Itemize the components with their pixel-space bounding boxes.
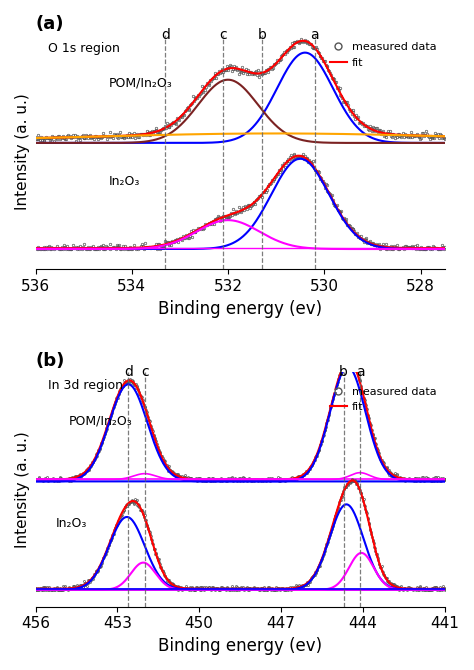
Text: POM/In₂O₃: POM/In₂O₃ bbox=[68, 414, 132, 427]
Y-axis label: Intensity (a. u.): Intensity (a. u.) bbox=[15, 431, 30, 547]
Text: b: b bbox=[257, 27, 266, 42]
Text: c: c bbox=[219, 27, 227, 42]
Text: b: b bbox=[339, 365, 348, 379]
Text: In₂O₃: In₂O₃ bbox=[109, 176, 141, 188]
Text: POM/In₂O₃: POM/In₂O₃ bbox=[109, 77, 173, 90]
Text: c: c bbox=[141, 365, 148, 379]
Text: d: d bbox=[161, 27, 170, 42]
Text: In 3d region: In 3d region bbox=[48, 379, 123, 392]
Text: a: a bbox=[356, 365, 365, 379]
Legend: measured data, fit: measured data, fit bbox=[328, 385, 439, 415]
Text: O 1s region: O 1s region bbox=[48, 42, 120, 54]
Y-axis label: Intensity (a. u.): Intensity (a. u.) bbox=[15, 94, 30, 210]
X-axis label: Binding energy (ev): Binding energy (ev) bbox=[158, 299, 322, 318]
X-axis label: Binding energy (ev): Binding energy (ev) bbox=[158, 637, 322, 655]
Text: (a): (a) bbox=[36, 15, 64, 33]
Legend: measured data, fit: measured data, fit bbox=[328, 40, 439, 70]
Text: (b): (b) bbox=[36, 352, 65, 371]
Text: d: d bbox=[124, 365, 133, 379]
Text: In₂O₃: In₂O₃ bbox=[56, 517, 87, 531]
Text: a: a bbox=[310, 27, 319, 42]
